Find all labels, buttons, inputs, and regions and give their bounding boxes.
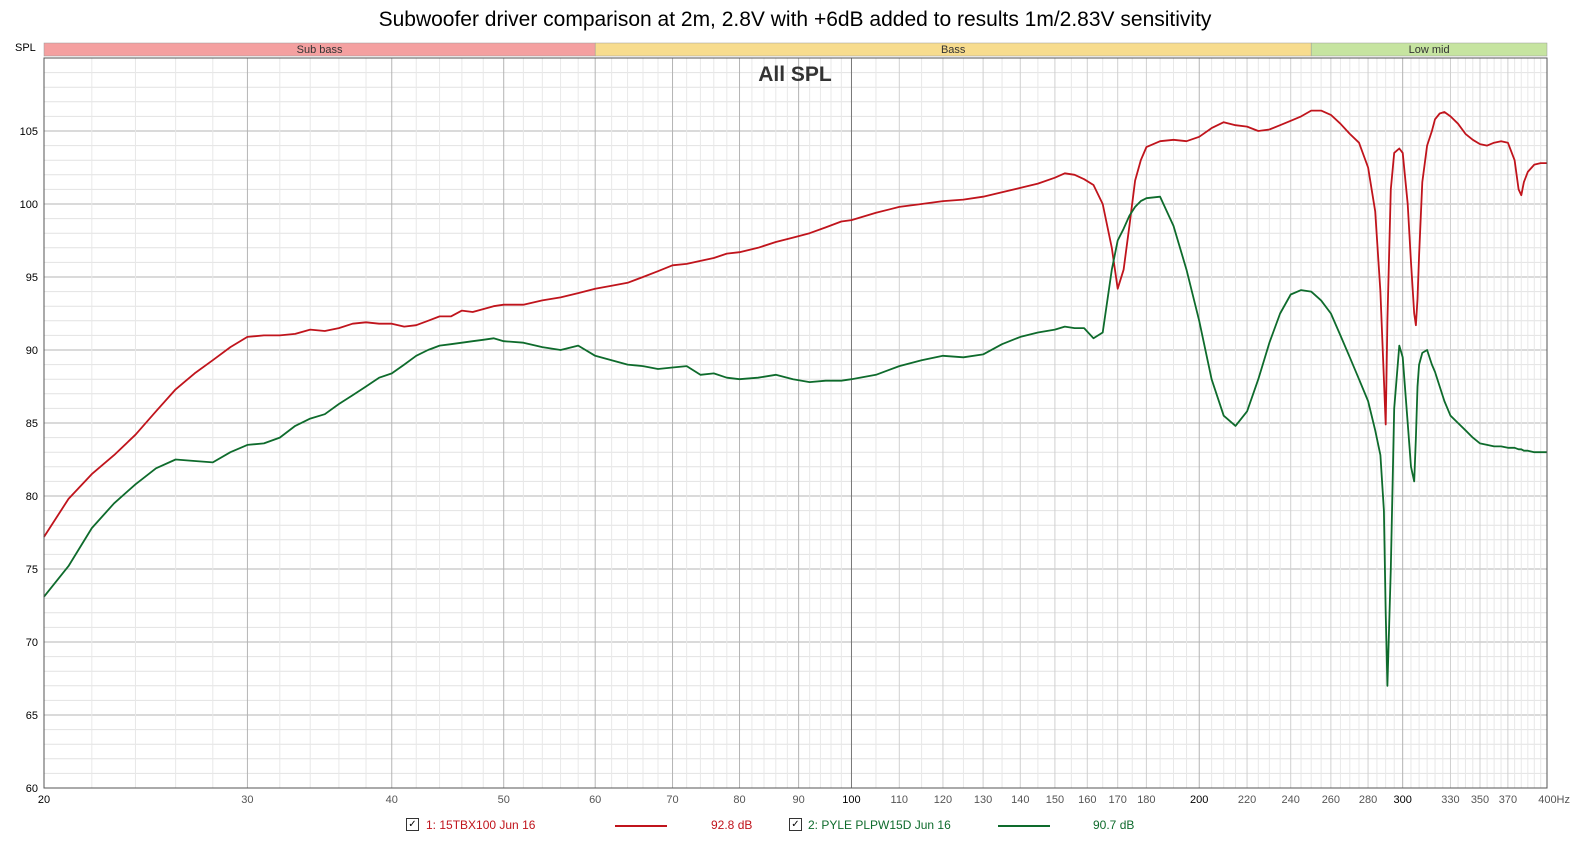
x-tick-label: 50 (498, 794, 510, 806)
chart-title: Subwoofer driver comparison at 2m, 2.8V … (378, 8, 1212, 31)
series-1-level: 92.8 dB (711, 818, 753, 832)
series-2-checkbox[interactable]: ✓ (789, 818, 802, 831)
series-lines (43, 109, 1547, 687)
band-label-2: Bass (941, 44, 966, 56)
y-tick-label: 75 (26, 564, 38, 576)
x-tick-label: 170 (1109, 794, 1127, 806)
y-tick-label: 80 (26, 491, 38, 503)
x-tick-label: 200 (1190, 794, 1208, 806)
y-tick-label: 95 (26, 272, 38, 284)
x-tick-label: 130 (974, 794, 992, 806)
y-tick-label: 105 (20, 126, 38, 138)
y-axis-label: SPL (15, 42, 36, 54)
x-tick-label: 400Hz (1538, 794, 1570, 806)
x-tick-label: 150 (1046, 794, 1064, 806)
x-tick-label: 110 (891, 794, 909, 806)
x-tick-labels: 20 30 40 50 60 70 80 90 100 110 120 130 140 150 160 170… (38, 794, 1570, 806)
y-tick-label: 60 (26, 783, 38, 795)
series-line-1 (43, 109, 1547, 538)
y-tick-labels: 60 65 70 75 80 85 90 95 100 105 (20, 126, 38, 795)
series-1-swatch (615, 825, 667, 827)
x-tick-label: 40 (386, 794, 398, 806)
x-tick-label: 350 (1471, 794, 1489, 806)
y-tick-label: 100 (20, 199, 38, 211)
band-label-3: Low mid (1409, 44, 1450, 56)
plot-frame (43, 57, 1548, 789)
series-1-checkbox[interactable]: ✓ (406, 818, 419, 831)
series-2-name: 2: PYLE PLPW15D Jun 16 (808, 818, 951, 832)
x-tick-label: 300 (1393, 794, 1411, 806)
x-tick-label: 280 (1359, 794, 1377, 806)
x-tick-label: 30 (241, 794, 253, 806)
band-3 (1310, 42, 1548, 57)
x-tick-label: 60 (589, 794, 601, 806)
x-tick-label: 160 (1078, 794, 1096, 806)
x-tick-label: 370 (1499, 794, 1517, 806)
series-1-name: 1: 15TBX100 Jun 16 (426, 818, 536, 832)
x-tick-label: 330 (1441, 794, 1459, 806)
x-tick-label: 90 (792, 794, 804, 806)
x-tick-label: 220 (1238, 794, 1256, 806)
series-2-level: 90.7 dB (1093, 818, 1135, 832)
frequency-bands: Sub bass Bass Low mid (43, 42, 1548, 57)
y-tick-label: 90 (26, 345, 38, 357)
y-tick-label: 65 (26, 710, 38, 722)
x-tick-label: 20 (38, 794, 50, 806)
y-tick-label: 85 (26, 418, 38, 430)
series-2-swatch (998, 825, 1050, 827)
x-tick-label: 120 (934, 794, 952, 806)
x-tick-label: 180 (1137, 794, 1155, 806)
band-label-1: Sub bass (297, 44, 343, 56)
x-tick-label: 260 (1322, 794, 1340, 806)
x-tick-label: 140 (1011, 794, 1029, 806)
x-tick-label: 100 (842, 794, 860, 806)
x-tick-label: 80 (733, 794, 745, 806)
x-tick-label: 240 (1282, 794, 1300, 806)
chart-subtitle: All SPL (758, 63, 832, 86)
y-tick-label: 70 (26, 637, 38, 649)
series-line-2 (43, 195, 1547, 687)
grid (43, 57, 1548, 789)
x-tick-label: 70 (666, 794, 678, 806)
